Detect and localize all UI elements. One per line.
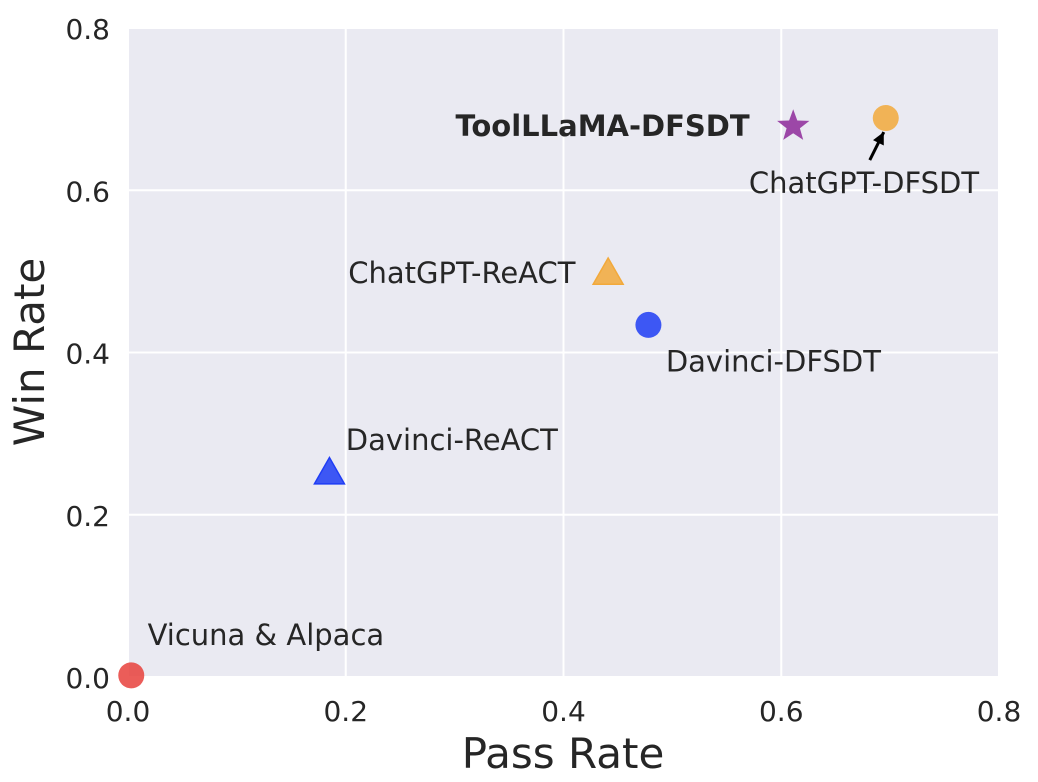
tick-labels: 0.0 0.2 0.4 0.6 0.8 0.0 0.2 0.4 0.6 0.8 <box>65 13 1021 728</box>
point-labels: Vicuna & Alpaca Davinci-ReACT ChatGPT-ReAC… <box>148 109 980 652</box>
y-tick-label: 0.4 <box>65 338 110 371</box>
data-point-chatgpt-dfsdt <box>872 105 899 132</box>
data-point-vicuna-alpaca <box>118 662 145 689</box>
point-label: ToolLLaMA-DFSDT <box>455 109 749 143</box>
data-point-chatgpt-react <box>591 256 625 285</box>
data-point-davinci-dfsdt <box>635 311 662 338</box>
x-tick-label: 0.8 <box>977 695 1022 728</box>
y-tick-label: 0.8 <box>65 13 110 46</box>
y-axis-title: Win Rate <box>5 258 54 447</box>
x-tick-label: 0.4 <box>541 695 586 728</box>
y-tick-label: 0.2 <box>65 500 110 533</box>
y-tick-label: 0.6 <box>65 175 110 208</box>
x-axis-title: Pass Rate <box>462 729 665 778</box>
point-label: Davinci-ReACT <box>346 423 558 457</box>
grid <box>127 27 1000 678</box>
point-label: ChatGPT-DFSDT <box>749 166 979 200</box>
data-markers <box>118 105 899 689</box>
x-tick-label: 0.2 <box>323 695 368 728</box>
data-point-davinci-react <box>313 456 346 485</box>
annotation-arrow-head <box>873 132 884 146</box>
y-tick-label: 0.0 <box>65 662 110 695</box>
data-point-toolllama-dfsdt <box>777 109 810 140</box>
point-label: ChatGPT-ReACT <box>348 256 576 290</box>
point-label: Vicuna & Alpaca <box>148 618 385 652</box>
annotation-arrows <box>868 131 886 161</box>
point-label: Davinci-DFSDT <box>666 344 881 378</box>
x-tick-label: 0.0 <box>106 695 151 728</box>
x-tick-label: 0.6 <box>759 695 804 728</box>
